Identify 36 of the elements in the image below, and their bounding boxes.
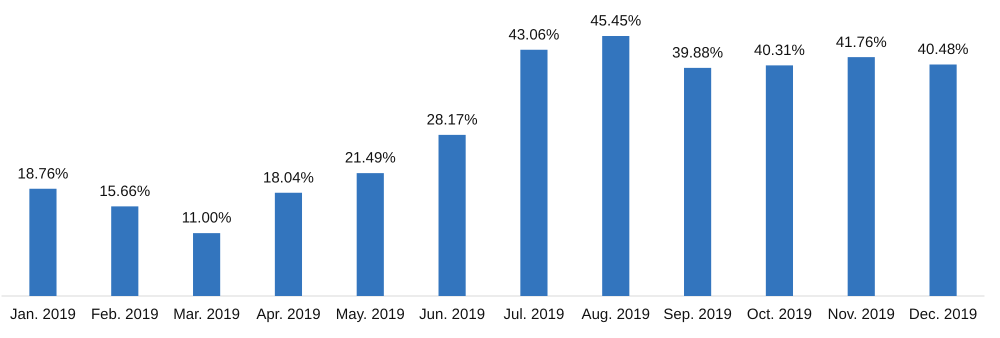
- bar: [930, 64, 957, 296]
- bar: [29, 188, 57, 296]
- x-tick-label: Apr. 2019: [256, 306, 321, 324]
- data-label: 41.76%: [836, 34, 887, 51]
- bar: [193, 233, 220, 296]
- data-label: 45.45%: [590, 12, 642, 30]
- bar: [356, 173, 384, 296]
- bar: [111, 206, 138, 296]
- bar: [274, 192, 302, 296]
- x-tick-label: Nov. 2019: [828, 306, 895, 324]
- bar: [848, 57, 875, 296]
- data-label: 39.88%: [672, 44, 724, 62]
- bar: [602, 36, 630, 296]
- x-tick-label: Jan. 2019: [10, 306, 76, 324]
- data-label: 11.00%: [182, 210, 232, 227]
- bar: [520, 50, 548, 296]
- x-tick-label: Mar. 2019: [173, 306, 240, 324]
- data-label: 40.48%: [918, 41, 969, 58]
- bar: [766, 65, 794, 296]
- x-tick-label: Jun. 2019: [419, 306, 486, 324]
- data-label: 43.06%: [508, 26, 560, 44]
- x-tick-label: May. 2019: [336, 306, 405, 324]
- data-label: 21.49%: [344, 150, 396, 167]
- x-tick-label: Jul. 2019: [503, 306, 564, 324]
- x-tick-label: Sep. 2019: [663, 306, 732, 324]
- x-tick-label: Dec. 2019: [908, 306, 978, 324]
- x-tick-label: Oct. 2019: [746, 306, 812, 324]
- data-label: 15.66%: [99, 183, 150, 200]
- data-label: 40.31%: [754, 42, 805, 60]
- data-label: 18.76%: [18, 165, 68, 182]
- data-label: 28.17%: [426, 112, 478, 129]
- x-tick-label: Feb. 2019: [90, 306, 159, 324]
- x-tick-label: Aug. 2019: [582, 306, 650, 324]
- bar: [438, 134, 466, 296]
- bar: [684, 68, 712, 296]
- data-label: 18.04%: [263, 169, 314, 186]
